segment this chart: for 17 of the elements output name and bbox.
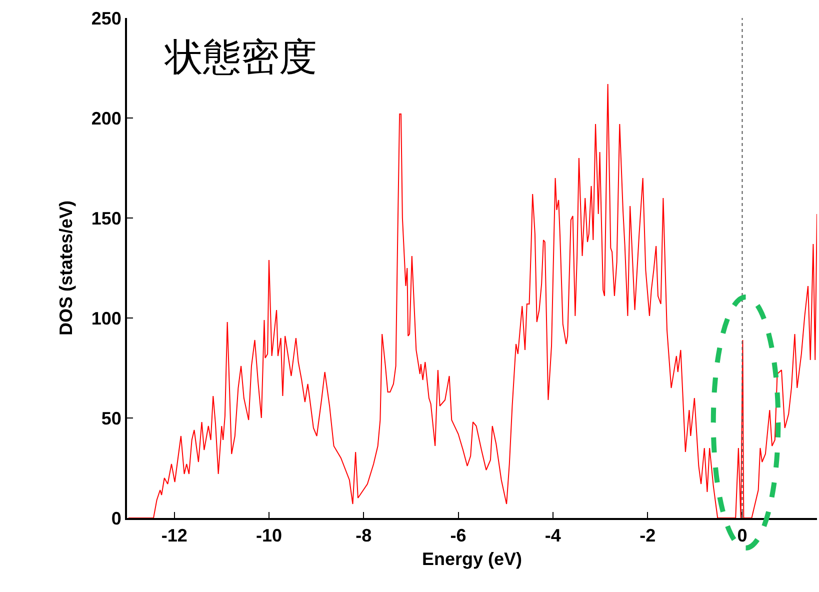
x-tick-label: -10: [256, 526, 282, 546]
x-tick-label: -6: [450, 526, 466, 546]
y-tick-label: 50: [101, 408, 122, 428]
line-series: [128, 84, 817, 518]
x-tick-label: -8: [356, 526, 372, 546]
x-axis-title: Energy (eV): [422, 549, 522, 570]
y-axis-title: DOS (states/eV): [56, 200, 76, 336]
y-tick-label: 100: [91, 308, 122, 328]
x-tick-label: 0: [737, 526, 748, 546]
x-tick-label: -4: [544, 526, 561, 546]
x-tick-label: -12: [161, 526, 188, 546]
x-tick-label: -2: [640, 526, 656, 546]
y-tick-label: 200: [91, 108, 122, 128]
y-tick-label: 150: [91, 208, 122, 228]
text: 状態密度: [164, 35, 317, 79]
y-tick-label: 250: [91, 8, 122, 28]
y-tick-label: 0: [111, 508, 122, 528]
